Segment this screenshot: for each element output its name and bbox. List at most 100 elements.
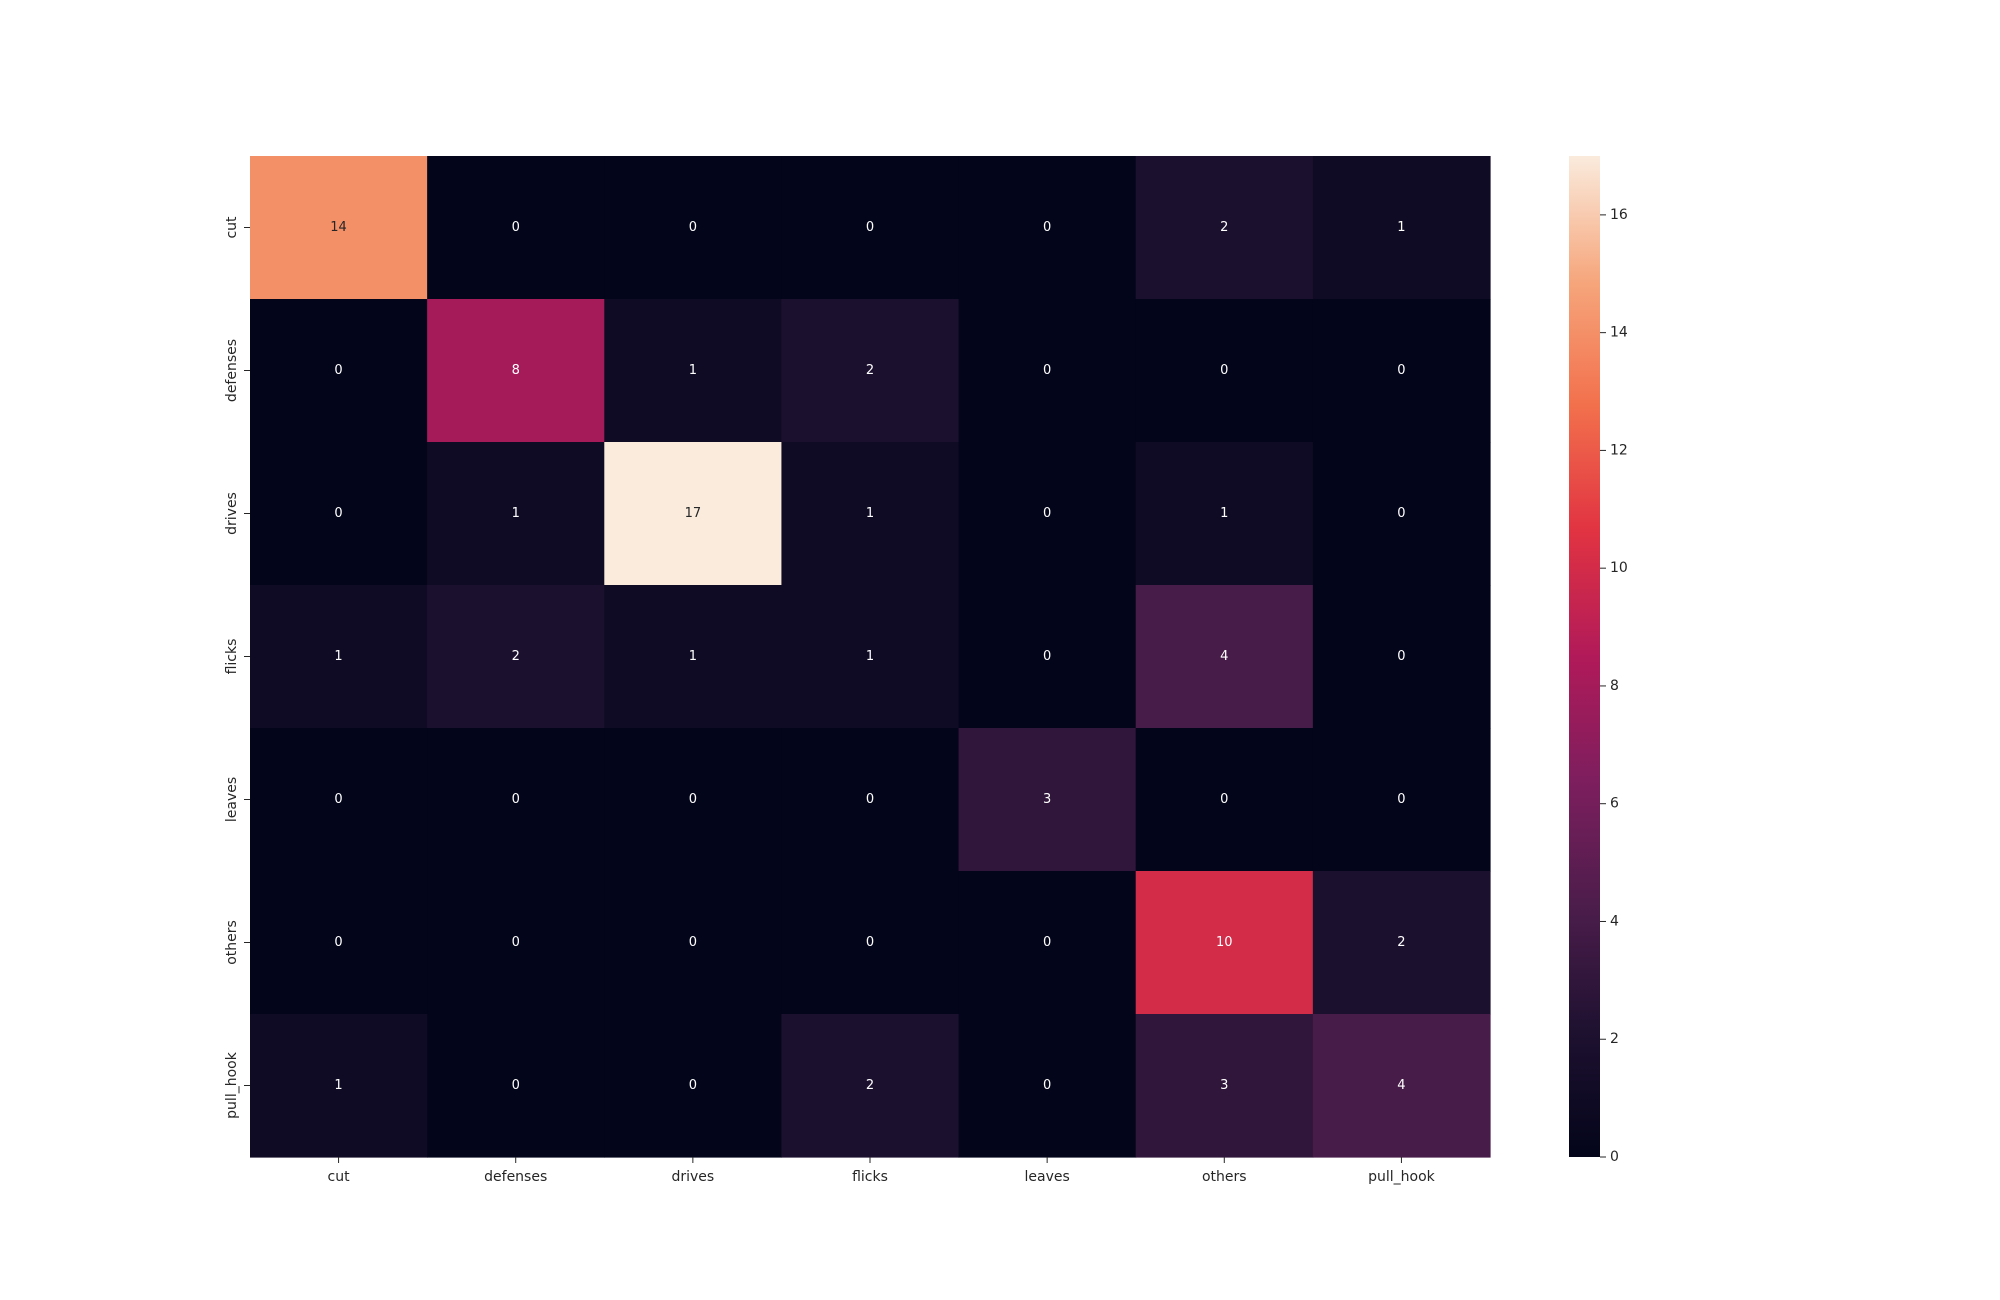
cell-value-label: 0 xyxy=(689,1078,697,1093)
colorbar: 0 2 4 6 8 10 12 14 16 xyxy=(1569,156,1628,1165)
heatmap-cell-flicks-defenses xyxy=(427,585,605,729)
cell-value-label: 0 xyxy=(1043,1078,1051,1093)
cell-value-label: 0 xyxy=(1043,506,1051,521)
colorbar-tick-label: 14 xyxy=(1610,325,1628,341)
colorbar-tick-label: 4 xyxy=(1610,913,1619,929)
heatmap-cell-others-defenses xyxy=(427,871,605,1015)
cell-value-label: 3 xyxy=(1043,792,1051,807)
cell-value-label: 2 xyxy=(1220,220,1228,235)
x-tick-label-cut: cut xyxy=(328,1169,351,1185)
colorbar-tick-label: 6 xyxy=(1610,796,1619,812)
cell-value-label: 2 xyxy=(1397,935,1405,950)
cell-value-label: 10 xyxy=(1216,935,1233,950)
colorbar-tick-label: 0 xyxy=(1610,1149,1619,1165)
heatmap-cell-flicks-pull_hook xyxy=(1312,585,1491,729)
cell-value-label: 3 xyxy=(1220,1078,1228,1093)
heatmap-cell-pull_hook-drives xyxy=(604,1014,783,1158)
y-tick-label-defenses: defenses xyxy=(224,339,240,402)
heatmap-cell-flicks-cut xyxy=(250,585,428,729)
cell-value-label: 0 xyxy=(866,935,874,950)
heatmap-cell-leaves-others xyxy=(1135,728,1314,872)
x-tick-label-leaves: leaves xyxy=(1025,1169,1070,1185)
colorbar-tick-label: 8 xyxy=(1610,678,1619,694)
cell-value-label: 2 xyxy=(866,363,874,378)
y-tick-label-leaves: leaves xyxy=(224,777,240,822)
cell-value-label: 14 xyxy=(330,220,347,235)
cell-value-label: 0 xyxy=(334,363,342,378)
heatmap-cell-drives-cut xyxy=(250,442,428,586)
x-tick-label-drives: drives xyxy=(671,1169,714,1185)
heatmap-cell-cut-others xyxy=(1135,156,1314,300)
heatmap-cell-defenses-cut xyxy=(250,299,428,443)
heatmap-cell-others-leaves xyxy=(958,871,1137,1015)
heatmap-cell-defenses-defenses xyxy=(427,299,605,443)
heatmap-cell-defenses-pull_hook xyxy=(1312,299,1491,443)
heatmap-cell-pull_hook-leaves xyxy=(958,1014,1137,1158)
cell-value-label: 2 xyxy=(512,649,520,664)
cell-value-label: 4 xyxy=(1220,649,1228,664)
colorbar-tick-label: 10 xyxy=(1610,560,1628,576)
heatmap-cell-pull_hook-flicks xyxy=(781,1014,960,1158)
cell-value-label: 0 xyxy=(512,1078,520,1093)
cell-value-label: 0 xyxy=(1220,792,1228,807)
heatmap-cell-others-others xyxy=(1135,871,1314,1015)
cell-value-label: 0 xyxy=(689,935,697,950)
cell-value-label: 0 xyxy=(334,792,342,807)
cell-value-label: 8 xyxy=(512,363,520,378)
cell-value-label: 0 xyxy=(866,220,874,235)
heatmap-cell-defenses-leaves xyxy=(958,299,1137,443)
cell-value-label: 0 xyxy=(512,792,520,807)
heatmap-cell-cut-defenses xyxy=(427,156,605,300)
cell-value-label: 2 xyxy=(866,1078,874,1093)
heatmap-cell-leaves-defenses xyxy=(427,728,605,872)
y-axis: cut defenses drives flicks leaves others pull_… xyxy=(224,216,250,1119)
cell-value-label: 0 xyxy=(1220,363,1228,378)
cell-value-label: 1 xyxy=(334,1078,342,1093)
cell-value-label: 17 xyxy=(685,506,702,521)
heatmap-cell-defenses-flicks xyxy=(781,299,960,443)
cell-value-label: 0 xyxy=(1043,220,1051,235)
cell-annotations: 14 0 0 0 0 2 10 8 1 2 0 0 00 1 17 1 0 1 01 2 1 1 0 4 00 0 0 0 3 0 00 0 0… xyxy=(330,220,1405,1093)
cell-value-label: 0 xyxy=(1043,649,1051,664)
heatmap-cell-cut-flicks xyxy=(781,156,960,300)
cell-value-label: 0 xyxy=(512,220,520,235)
heatmap-cell-cut-leaves xyxy=(958,156,1137,300)
heatmap-cell-drives-defenses xyxy=(427,442,605,586)
heatmap-cell-pull_hook-pull_hook xyxy=(1312,1014,1491,1158)
cell-value-label: 0 xyxy=(1397,363,1405,378)
cell-value-label: 0 xyxy=(689,792,697,807)
cell-value-label: 1 xyxy=(512,506,520,521)
colorbar-gradient xyxy=(1569,156,1600,1157)
heatmap-cell-flicks-drives xyxy=(604,585,783,729)
heatmap-cell-pull_hook-defenses xyxy=(427,1014,605,1158)
heatmap-cell-cut-pull_hook xyxy=(1312,156,1491,300)
y-tick-label-pull_hook: pull_hook xyxy=(224,1051,240,1119)
heatmap-cell-leaves-drives xyxy=(604,728,783,872)
heatmap-cells xyxy=(250,156,1491,1158)
heatmap-cell-leaves-leaves xyxy=(958,728,1137,872)
heatmap-cell-drives-pull_hook xyxy=(1312,442,1491,586)
heatmap-cell-cut-drives xyxy=(604,156,783,300)
heatmap-cell-defenses-others xyxy=(1135,299,1314,443)
heatmap-cell-drives-flicks xyxy=(781,442,960,586)
cell-value-label: 0 xyxy=(689,220,697,235)
colorbar-tick-label: 2 xyxy=(1610,1031,1619,1047)
heatmap-cell-cut-cut xyxy=(250,156,428,300)
x-tick-label-flicks: flicks xyxy=(852,1169,888,1185)
heatmap-cell-leaves-flicks xyxy=(781,728,960,872)
cell-value-label: 0 xyxy=(866,792,874,807)
heatmap-cell-leaves-pull_hook xyxy=(1312,728,1491,872)
cell-value-label: 1 xyxy=(1220,506,1228,521)
x-axis: cut defenses drives flicks leaves others pull_… xyxy=(328,1157,1436,1185)
heatmap-cell-leaves-cut xyxy=(250,728,428,872)
cell-value-label: 0 xyxy=(512,935,520,950)
heatmap-cell-flicks-flicks xyxy=(781,585,960,729)
cell-value-label: 1 xyxy=(866,506,874,521)
cell-value-label: 0 xyxy=(1397,792,1405,807)
colorbar-tick-label: 12 xyxy=(1610,442,1628,458)
cell-value-label: 1 xyxy=(689,363,697,378)
heatmap-cell-defenses-drives xyxy=(604,299,783,443)
cell-value-label: 1 xyxy=(689,649,697,664)
cell-value-label: 1 xyxy=(1397,220,1405,235)
